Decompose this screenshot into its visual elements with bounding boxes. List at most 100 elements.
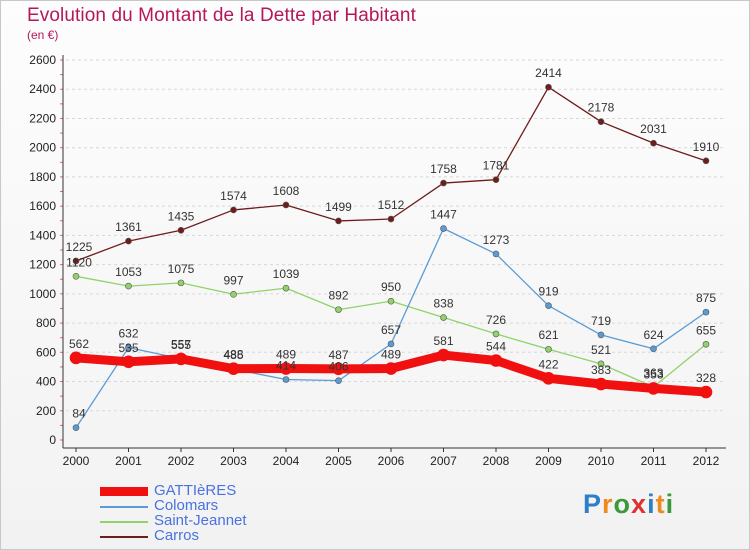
data-point [335,306,342,313]
y-tick-label: 1200 [29,258,56,272]
brand-letter: r [602,489,614,519]
data-label: 535 [118,341,138,355]
data-label: 726 [486,313,506,327]
y-tick-label: 2400 [29,82,56,96]
data-label: 1512 [378,198,405,212]
data-point [440,179,447,187]
data-label: 1447 [430,208,457,222]
legend-label: GATTIèRES [154,482,237,499]
data-label: 1758 [430,162,457,176]
data-labels: 562 535 555 488 489 487 489 581 544 422 383 353 328 8… [66,66,720,421]
data-point [279,362,293,375]
data-label: 719 [591,314,611,328]
legend-swatch [100,506,148,508]
x-tick-label: 2003 [220,454,247,468]
y-tick-label: 1000 [29,287,56,301]
y-tick-label: 1400 [29,228,56,242]
data-label: 406 [328,360,348,374]
y-tick-label: 600 [36,345,56,359]
data-label: 489 [381,348,401,362]
data-label: 521 [591,343,611,357]
brand-letter: P [583,489,603,519]
data-point [492,250,500,258]
legend-swatch [100,536,148,538]
data-label: 875 [696,291,716,305]
data-label: 383 [591,363,611,377]
y-tick-label: 2600 [29,53,56,67]
data-label: 1499 [325,200,352,214]
data-point [177,226,185,234]
data-label: 1574 [220,189,247,203]
data-point [597,360,605,368]
x-tick-label: 2009 [535,454,562,468]
chart-subtitle: (en €) [27,28,59,42]
data-label: 84 [72,407,86,421]
data-point [387,340,395,348]
data-label: 487 [328,348,348,362]
data-label: 414 [276,358,296,372]
data-point [594,377,608,391]
data-label: 557 [171,338,191,352]
data-point [72,424,80,432]
data-point [545,83,552,91]
legend-label: Saint-Jeannet [154,512,247,529]
data-label: 621 [538,328,558,342]
data-point [702,308,710,316]
chart-title: Evolution du Montant de la Dette par Hab… [27,5,416,26]
y-tick-label: 400 [36,375,56,389]
data-label: 1075 [168,262,195,276]
data-label: 328 [696,371,716,385]
data-point [492,176,500,183]
data-label: 2031 [640,122,667,136]
y-tick-label: 0 [49,433,56,447]
data-point [122,355,135,369]
data-point [647,382,660,395]
brand-logo: Proxiti [583,489,674,520]
brand-letter: t [655,489,666,519]
series-lines [69,83,713,432]
data-label: 581 [433,334,453,348]
data-label: 353 [643,367,663,381]
data-point [437,348,450,362]
data-point [384,362,398,375]
data-point [702,340,710,348]
y-tick-label: 2200 [29,111,56,125]
data-point [125,237,132,245]
data-label: 1039 [273,267,300,281]
data-label: 562 [69,337,89,351]
brand-letter: i [647,489,656,519]
legend-swatch [100,521,148,523]
data-label: 919 [538,285,558,299]
data-label: 488 [223,348,243,362]
data-label: 1608 [273,184,300,198]
data-label: 1225 [66,240,93,254]
data-point [227,362,240,375]
data-label: 555 [171,338,191,352]
data-label: 485 [223,348,243,362]
data-point [440,225,447,232]
x-tick-label: 2005 [325,454,352,468]
data-label: 1435 [168,209,195,223]
data-label: 2178 [588,101,615,115]
data-label: 1781 [483,159,510,173]
y-tick-label: 1600 [29,199,56,213]
brand-letter: x [631,489,648,519]
grid-lines [66,59,726,412]
data-label: 655 [696,323,716,337]
data-point [545,302,552,309]
data-point [387,215,395,223]
data-label: 632 [118,327,138,341]
data-point [125,344,132,351]
data-point [650,345,657,353]
x-tick-label: 2007 [430,454,457,468]
legend-swatch [100,487,148,496]
data-point [650,139,657,147]
data-point [440,314,447,321]
x-tick-label: 2001 [115,454,142,468]
data-point [597,118,605,125]
legend-label: Colomars [154,497,219,514]
data-point [489,354,503,367]
data-point [335,217,342,225]
data-label: 2414 [535,66,562,80]
data-point [230,206,237,214]
